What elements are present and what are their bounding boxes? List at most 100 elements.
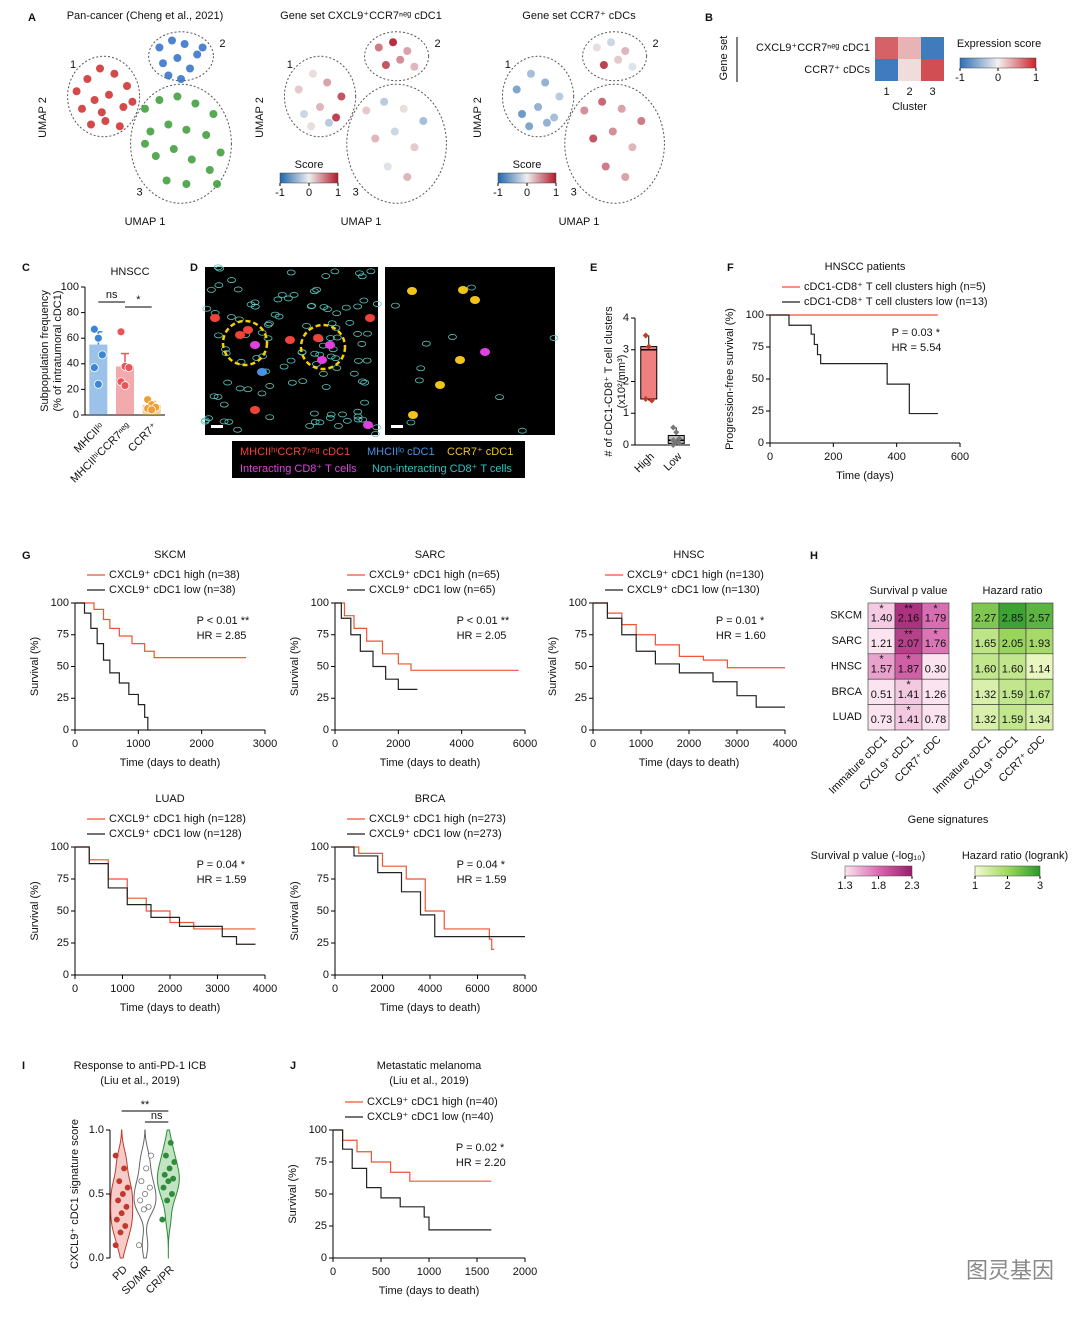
y-tick-label: 25: [57, 937, 69, 949]
cell-outline: [334, 422, 343, 429]
x-tick-label: 3000: [725, 738, 749, 750]
legend-label: CXCL9⁺ cDC1 low (n=128): [109, 828, 242, 840]
cell-outline: [286, 269, 296, 276]
chart-title: Metastatic melanoma: [377, 1060, 482, 1072]
y-tick-label: 100: [746, 309, 764, 321]
cell-outline: [224, 418, 234, 425]
y-tick-label: 75: [317, 873, 329, 885]
cell-outline: [326, 411, 336, 418]
survival-curve: [593, 602, 785, 708]
point: [177, 75, 185, 83]
point: [399, 104, 408, 113]
cell-outline: [354, 357, 363, 364]
y-tick-label: 4: [623, 312, 629, 324]
point: [374, 43, 383, 52]
heatmap-cell: [894, 653, 923, 680]
significance: **: [904, 628, 913, 640]
y-tick-label: 0.5: [89, 1188, 104, 1200]
x-tick-label: 2000: [158, 983, 182, 995]
legend-label: CCR7⁺ cDC1: [447, 446, 513, 458]
y-tick-label: 80: [67, 307, 79, 319]
data-point: [670, 442, 677, 448]
cell-outline: [353, 331, 363, 337]
point: [180, 40, 189, 48]
point: [518, 110, 527, 118]
data-point: [112, 1152, 119, 1159]
data-point: [121, 1165, 128, 1172]
colorbar-title: Hazard ratio (logrank): [962, 850, 1068, 862]
heatmap-cell: [998, 602, 1027, 629]
colorbar-tick-label: 2: [1004, 880, 1010, 892]
cell: [285, 336, 295, 344]
cell-outline: [332, 334, 342, 341]
point: [534, 103, 543, 111]
colorbar-tick-label: 1: [972, 880, 978, 892]
cluster-label: 1: [287, 59, 293, 71]
cell-outline: [307, 302, 317, 309]
point: [617, 104, 626, 113]
y-tick-label: 100: [61, 281, 79, 293]
point: [173, 92, 182, 101]
point: [97, 108, 106, 117]
heatmap-title: Survival p value: [870, 585, 948, 597]
point: [72, 87, 81, 96]
survival-curve: [75, 846, 256, 945]
cell: [470, 296, 480, 304]
cell-outline: [264, 320, 274, 327]
data-point: [136, 1242, 142, 1249]
cell-outline: [213, 264, 223, 271]
heatmap-cell: [971, 628, 1000, 655]
x-axis-label: Time (days to death): [639, 757, 739, 769]
x-axis-label: Time (days to death): [120, 1002, 220, 1014]
heatmap-cell: [867, 704, 896, 731]
cell-outline: [310, 410, 319, 417]
cell-outline: [467, 284, 476, 291]
colorbar-title: Survival p value (-log₁₀): [811, 850, 926, 862]
x-tick-label: 6000: [513, 738, 537, 750]
x-tick-label: 1000: [629, 738, 653, 750]
colorbar-tick-label: 0: [524, 187, 530, 199]
point: [216, 148, 225, 157]
y-tick-label: 2: [623, 375, 629, 387]
y-tick-label: 0: [323, 724, 329, 736]
data-point: [116, 1178, 123, 1185]
point: [389, 38, 398, 47]
y-tick-label: 75: [317, 629, 329, 641]
data-point: [148, 1152, 154, 1159]
point: [307, 122, 316, 131]
cell-label: 0.51: [871, 689, 892, 701]
panel-letter: A: [28, 12, 36, 24]
point: [323, 78, 332, 87]
x-tick-label: CCR7⁺: [126, 421, 160, 455]
point: [512, 85, 521, 94]
point: [168, 36, 176, 45]
box: [640, 346, 658, 400]
cluster-outline: [148, 31, 214, 82]
cell-outline: [213, 393, 223, 400]
colorbar-tick-label: 1: [1033, 72, 1039, 84]
x-axis-label: Time (days): [836, 470, 894, 482]
colorbar-tick-label: 0: [995, 72, 1001, 84]
heatmap-cell: [921, 704, 950, 731]
x-tick-label: 400: [887, 451, 905, 463]
chart-subtitle: (Liu et al., 2019): [100, 1075, 180, 1087]
panel-letter: I: [22, 1060, 25, 1072]
data-point: [171, 1159, 178, 1165]
survival-curve: [593, 602, 785, 669]
cell-outline: [414, 377, 424, 384]
y-tick-label: 0: [63, 724, 69, 736]
y-axis-label: Survival (%): [547, 637, 559, 696]
survival-curve: [335, 846, 525, 938]
point: [316, 103, 325, 111]
y-axis-label: UMAP 2: [254, 97, 266, 138]
point: [173, 54, 182, 62]
cell: [317, 356, 327, 364]
survival-curve: [75, 602, 151, 731]
y-axis-label: Subpopulation frequency: [39, 290, 51, 412]
x-tick-label: Low: [662, 451, 685, 474]
cell-outline: [263, 335, 273, 342]
cell: [408, 411, 418, 419]
y-tick-label: 75: [57, 629, 69, 641]
survival-curve: [75, 846, 256, 930]
